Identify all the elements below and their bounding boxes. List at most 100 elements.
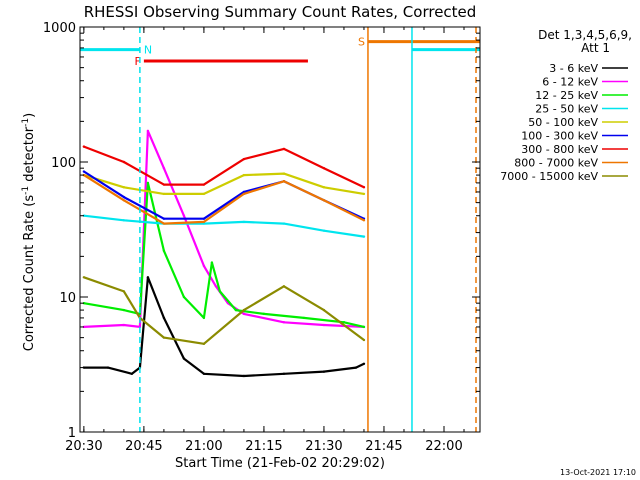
data-point-3-6-kev: [146, 276, 150, 279]
data-point-50-100-kev: [122, 186, 126, 189]
data-point-300-800-kev: [122, 160, 126, 164]
data-point-25-50-kev: [122, 219, 126, 222]
data-point-3-6-kev: [130, 372, 134, 375]
data-point-6-12-kev: [182, 214, 186, 217]
data-point-3-6-kev: [362, 362, 366, 366]
data-point-3-6-kev: [242, 374, 246, 378]
legend-label-300-800-kev: 300 - 800 keV: [521, 143, 598, 156]
data-point-50-100-kev: [362, 192, 366, 196]
series-line-25-50-kev: [83, 214, 365, 238]
data-point-800-7000-kev: [322, 199, 326, 202]
data-point-7000-15000-kev: [162, 336, 166, 339]
y-tick-label-1: 1: [68, 426, 76, 441]
series-line-50-100-kev: [83, 172, 365, 195]
data-point-800-7000-kev: [362, 219, 366, 222]
data-point-3-6-kev: [162, 316, 166, 320]
data-point-12-25-kev: [162, 249, 166, 252]
data-point-300-800-kev: [282, 147, 286, 151]
data-point-3-6-kev: [282, 372, 286, 375]
data-point-3-6-kev: [106, 366, 110, 369]
data-point-50-100-kev: [282, 172, 286, 175]
data-point-12-25-kev: [362, 325, 366, 329]
data-point-6-12-kev: [242, 312, 246, 316]
data-point-6-12-kev: [214, 285, 218, 288]
data-point-6-12-kev: [282, 321, 286, 324]
data-point-12-25-kev: [302, 316, 306, 320]
data-point-100-300-kev: [162, 217, 166, 220]
x-axis: 20:30 20:45 21:00 21:15 21:30 21:45 22:00: [65, 27, 465, 454]
data-point-50-100-kev: [162, 192, 166, 196]
y-tick-label-1000: 1000: [43, 21, 76, 36]
data-point-25-50-kev: [362, 235, 366, 238]
legend-header-1: Det 1,3,4,5,6,9,: [538, 28, 632, 42]
series-line-800-7000-kev: [83, 174, 365, 225]
flag-label-n: N: [144, 44, 152, 57]
legend-label-25-50-kev: 25 - 50 keV: [535, 103, 598, 116]
x-tick-label-21-00: 21:00: [185, 439, 222, 454]
x-tick-label-21-15: 21:15: [245, 439, 282, 454]
y-axis-label-main: Corrected Count Rate (s: [22, 195, 37, 352]
data-point-300-800-kev: [362, 186, 366, 189]
y-axis-label: Corrected Count Rate (s-1 detector-1): [21, 113, 37, 351]
data-point-50-100-kev: [202, 192, 206, 196]
data-point-7000-15000-kev: [122, 290, 126, 293]
data-point-50-100-kev: [322, 186, 326, 189]
data-point-6-12-kev: [202, 264, 206, 268]
x-tick-label-22-00: 22:00: [425, 439, 462, 454]
data-point-7000-15000-kev: [82, 276, 86, 279]
x-axis-label: Start Time (21-Feb-02 20:29:02): [175, 456, 385, 471]
data-point-300-800-kev: [242, 157, 246, 161]
data-point-3-6-kev: [354, 366, 358, 369]
data-point-50-100-kev: [242, 173, 246, 177]
data-point-100-300-kev: [242, 190, 246, 194]
data-point-300-800-kev: [162, 183, 166, 186]
data-point-300-800-kev: [202, 183, 206, 186]
data-point-12-25-kev: [138, 312, 142, 316]
y-axis-label-sup1: -1: [21, 186, 31, 195]
data-point-300-800-kev: [322, 166, 326, 170]
data-point-12-25-kev: [342, 321, 346, 324]
data-point-6-12-kev: [122, 323, 126, 327]
y-axis: 1 10 100 1000: [43, 21, 480, 441]
data-point-800-7000-kev: [122, 199, 126, 202]
data-point-12-25-kev: [262, 312, 266, 316]
legend-label-6-12-kev: 6 - 12 keV: [542, 76, 598, 89]
data-point-12-25-kev: [182, 295, 186, 299]
legend-label-50-100-kev: 50 - 100 keV: [528, 116, 598, 129]
legend-label-7000-15000-kev: 7000 - 15000 keV: [500, 170, 598, 183]
legend-label-3-6-kev: 3 - 6 keV: [549, 62, 598, 75]
data-point-7000-15000-kev: [322, 308, 326, 312]
series-line-12-25-kev: [83, 181, 365, 328]
x-tick-label-20-30: 20:30: [65, 439, 102, 454]
data-point-25-50-kev: [242, 220, 246, 224]
vline-layer: [139, 27, 477, 432]
chart-title: RHESSI Observing Summary Count Rates, Co…: [84, 3, 477, 21]
flag-label-s: S: [358, 36, 365, 49]
x-tick-label-21-45: 21:45: [365, 439, 402, 454]
y-tick-label-10: 10: [59, 291, 76, 306]
data-point-6-12-kev: [146, 129, 150, 133]
data-point-800-7000-kev: [202, 220, 206, 224]
y-axis-label-mid: detector: [22, 126, 37, 186]
data-point-12-25-kev: [218, 290, 222, 293]
data-point-7000-15000-kev: [282, 285, 286, 288]
data-point-3-6-kev: [182, 357, 186, 360]
data-point-12-25-kev: [234, 308, 238, 312]
data-point-100-300-kev: [82, 170, 86, 173]
data-point-6-12-kev: [162, 166, 166, 170]
data-point-25-50-kev: [282, 222, 286, 225]
data-point-100-300-kev: [122, 195, 126, 199]
legend-header-2: Att 1: [581, 41, 610, 55]
data-point-7000-15000-kev: [242, 308, 246, 312]
series-line-300-800-kev: [83, 145, 365, 189]
y-tick-label-100: 100: [51, 156, 76, 171]
footer-date: 13-Oct-2021 17:10: [560, 468, 636, 477]
y-axis-label-sup2: -1: [21, 118, 31, 127]
data-point-3-6-kev: [322, 370, 326, 373]
data-point-7000-15000-kev: [202, 342, 206, 346]
data-point-7000-15000-kev: [362, 338, 366, 342]
data-point-3-6-kev: [202, 372, 206, 375]
